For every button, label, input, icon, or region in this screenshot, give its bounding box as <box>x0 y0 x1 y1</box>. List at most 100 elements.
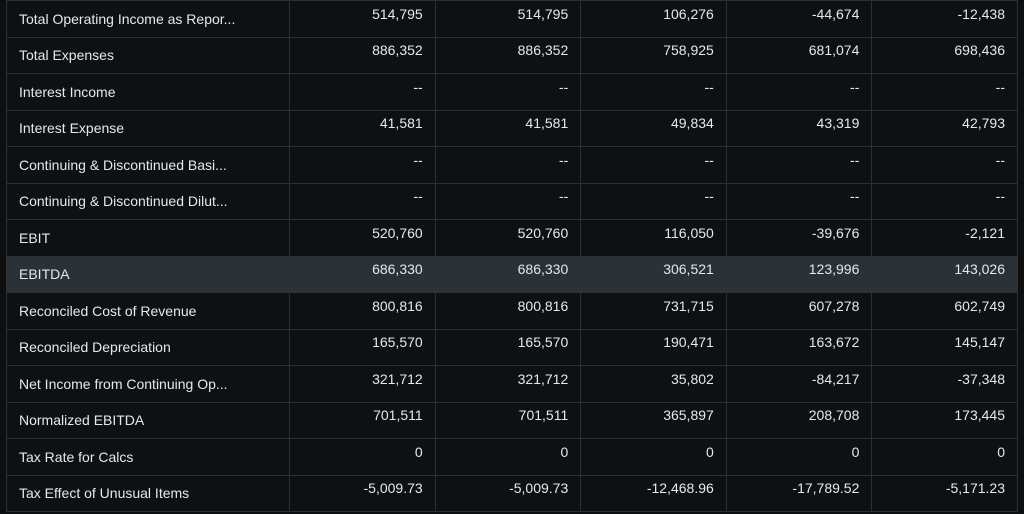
financials-table: Total Operating Income as Repor... 514,79… <box>5 0 1018 512</box>
cell-value: -- <box>850 188 860 205</box>
value-cell: -37,348 <box>871 365 1018 403</box>
table-row[interactable]: EBITDA 686,330 686,330 306,521 123,996 143,02… <box>5 255 1018 293</box>
cell-value: 686,330 <box>517 261 569 278</box>
table-row[interactable]: Tax Effect of Unusual Items -5,009.73 -5,0… <box>5 474 1018 512</box>
cell-value: -12,468.96 <box>646 480 714 497</box>
value-cell: -5,009.73 <box>434 474 582 512</box>
cell-value: 731,715 <box>663 297 714 314</box>
value-cell: 208,708 <box>725 401 873 439</box>
cell-value: 800,816 <box>517 297 569 314</box>
value-cell: 698,436 <box>871 36 1018 74</box>
table-row[interactable]: Reconciled Cost of Revenue 800,816 800,816… <box>5 292 1018 330</box>
cell-value: 35,802 <box>670 370 714 387</box>
cell-value: -- <box>413 188 423 205</box>
cell-value: 0 <box>414 443 423 460</box>
value-cell: 0 <box>580 438 727 476</box>
value-cell: 514,795 <box>289 0 436 38</box>
table-row[interactable]: Total Operating Income as Repor... 514,79… <box>5 0 1018 38</box>
cell-value: 886,352 <box>517 42 569 59</box>
value-cell: -- <box>871 146 1018 184</box>
row-label: EBIT <box>5 219 291 257</box>
value-cell: -- <box>871 182 1018 220</box>
cell-value: 106,276 <box>663 5 714 22</box>
cell-value: 520,760 <box>372 224 423 241</box>
cell-value: 41,581 <box>525 115 569 132</box>
cell-value: -- <box>413 151 423 168</box>
table-row[interactable]: Interest Expense 41,581 41,581 49,834 43,319… <box>5 109 1018 147</box>
value-cell: 886,352 <box>434 36 582 74</box>
table-row[interactable]: EBIT 520,760 520,760 116,050 -39,676 -2,121 <box>5 219 1018 257</box>
row-label: Interest Expense <box>5 109 291 147</box>
table-row[interactable]: Tax Rate for Calcs 0 0 0 0 0 <box>5 438 1018 476</box>
cell-value: -- <box>704 151 714 168</box>
value-cell: 0 <box>289 438 436 476</box>
cell-value: -37,348 <box>957 370 1005 387</box>
cell-value: 173,445 <box>954 407 1005 424</box>
value-cell: 306,521 <box>580 255 727 293</box>
row-label: Reconciled Depreciation <box>5 328 291 366</box>
cell-value: 365,897 <box>663 407 714 424</box>
value-cell: 886,352 <box>289 36 436 74</box>
cell-value: -- <box>850 151 860 168</box>
table-row[interactable]: Reconciled Depreciation 165,570 165,570 190… <box>5 328 1018 366</box>
value-cell: -- <box>434 146 582 184</box>
row-label: Total Operating Income as Repor... <box>5 0 291 38</box>
value-cell: 701,511 <box>289 401 436 439</box>
table-row[interactable]: Interest Income -- -- -- -- -- <box>5 73 1018 111</box>
cell-value: 0 <box>997 443 1005 460</box>
cell-value: 145,147 <box>954 334 1005 351</box>
table-row[interactable]: Total Expenses 886,352 886,352 758,925 681,0… <box>5 36 1018 74</box>
cell-value: 41,581 <box>379 115 423 132</box>
value-cell: -44,674 <box>725 0 873 38</box>
row-label: EBITDA <box>5 255 291 293</box>
cell-value: 321,712 <box>517 370 569 387</box>
cell-value: 0 <box>560 443 569 460</box>
value-cell: 602,749 <box>871 292 1018 330</box>
value-cell: -- <box>725 182 873 220</box>
table-row[interactable]: Continuing & Discontinued Dilut... -- -- --… <box>5 182 1018 220</box>
cell-value: 49,834 <box>670 115 714 132</box>
value-cell: 607,278 <box>725 292 873 330</box>
cell-value: 701,511 <box>373 407 423 424</box>
cell-value: 163,672 <box>808 334 860 351</box>
value-cell: -- <box>289 73 436 111</box>
cell-value: 514,795 <box>372 5 423 22</box>
value-cell: 43,319 <box>725 109 873 147</box>
value-cell: 686,330 <box>289 255 436 293</box>
value-cell: 165,570 <box>434 328 582 366</box>
cell-value: -84,217 <box>811 370 860 387</box>
cell-value: 886,352 <box>372 42 423 59</box>
value-cell: -5,171.23 <box>871 474 1018 512</box>
cell-value: -- <box>850 78 860 95</box>
value-cell: 758,925 <box>580 36 727 74</box>
table-row[interactable]: Normalized EBITDA 701,511 701,511 365,897 20… <box>5 401 1018 439</box>
financials-table-body: Total Operating Income as Repor... 514,79… <box>5 0 1018 512</box>
cell-value: -- <box>558 188 569 205</box>
cell-value: 165,570 <box>517 334 569 351</box>
value-cell: 514,795 <box>434 0 582 38</box>
cell-value: 123,996 <box>808 261 860 278</box>
cell-value: 43,319 <box>816 115 860 132</box>
value-cell: -- <box>580 73 727 111</box>
cell-value: -- <box>558 78 569 95</box>
value-cell: -2,121 <box>871 219 1018 257</box>
cell-value: 190,471 <box>663 334 714 351</box>
cell-value: -5,009.73 <box>509 480 569 497</box>
value-cell: -- <box>725 73 873 111</box>
cell-value: 143,026 <box>954 261 1005 278</box>
cell-value: 681,074 <box>808 42 860 59</box>
table-row[interactable]: Net Income from Continuing Op... 321,712 3… <box>5 365 1018 403</box>
cell-value: -- <box>413 78 423 95</box>
value-cell: 123,996 <box>725 255 873 293</box>
table-row[interactable]: Continuing & Discontinued Basi... -- -- -- -… <box>5 146 1018 184</box>
value-cell: 800,816 <box>289 292 436 330</box>
cell-value: -2,121 <box>965 224 1005 241</box>
cell-value: -- <box>558 151 569 168</box>
cell-value: 165,570 <box>372 334 423 351</box>
value-cell: -- <box>434 73 582 111</box>
cell-value: -44,674 <box>811 5 860 22</box>
cell-value: 306,521 <box>663 261 714 278</box>
cell-value: 116,050 <box>664 224 714 241</box>
row-label: Total Expenses <box>5 36 291 74</box>
cell-value: 321,712 <box>372 370 423 387</box>
